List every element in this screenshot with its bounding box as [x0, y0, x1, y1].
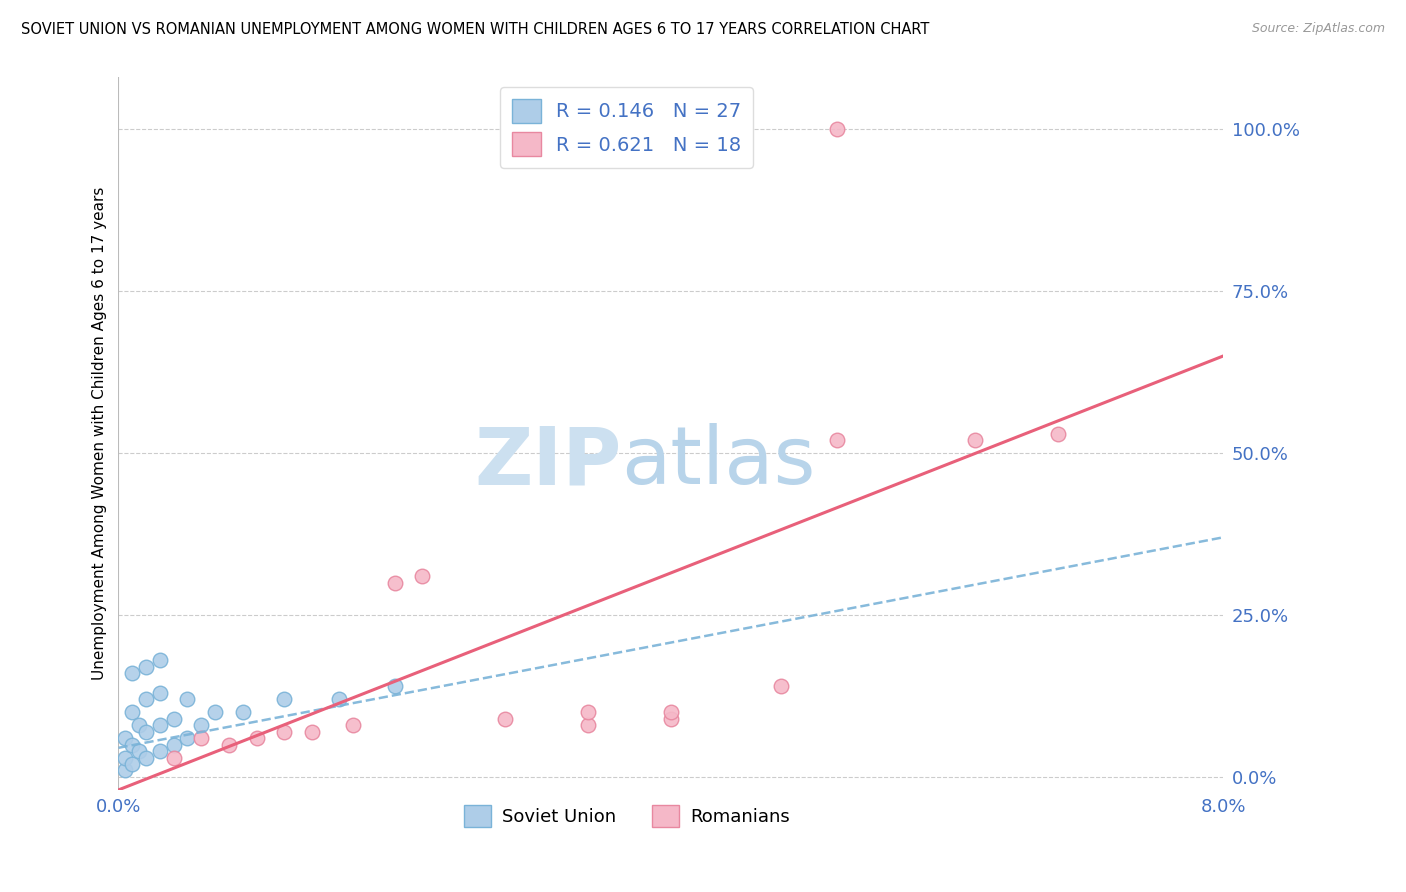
Text: atlas: atlas — [621, 423, 815, 501]
Legend: Soviet Union, Romanians: Soviet Union, Romanians — [457, 797, 797, 834]
Point — [149, 718, 172, 732]
Point — [135, 724, 157, 739]
Point — [411, 569, 433, 583]
Point — [135, 750, 157, 764]
Point — [659, 705, 682, 719]
Point — [149, 653, 172, 667]
Point — [576, 705, 599, 719]
Point — [770, 679, 793, 693]
Point — [163, 738, 186, 752]
Point — [135, 692, 157, 706]
Point — [176, 692, 198, 706]
Point — [342, 718, 364, 732]
Point — [128, 718, 150, 732]
Point — [384, 679, 406, 693]
Point — [163, 712, 186, 726]
Text: SOVIET UNION VS ROMANIAN UNEMPLOYMENT AMONG WOMEN WITH CHILDREN AGES 6 TO 17 YEA: SOVIET UNION VS ROMANIAN UNEMPLOYMENT AM… — [21, 22, 929, 37]
Text: Source: ZipAtlas.com: Source: ZipAtlas.com — [1251, 22, 1385, 36]
Point — [135, 660, 157, 674]
Point — [963, 433, 986, 447]
Point — [121, 705, 143, 719]
Point — [149, 686, 172, 700]
Point — [121, 666, 143, 681]
Point — [494, 712, 516, 726]
Point — [576, 718, 599, 732]
Point — [273, 692, 295, 706]
Point — [114, 750, 136, 764]
Y-axis label: Unemployment Among Women with Children Ages 6 to 17 years: Unemployment Among Women with Children A… — [93, 187, 107, 681]
Point — [301, 724, 323, 739]
Point — [218, 738, 240, 752]
Point — [204, 705, 226, 719]
Point — [190, 731, 212, 745]
Point — [114, 731, 136, 745]
Point — [176, 731, 198, 745]
Point — [232, 705, 254, 719]
Point — [1046, 426, 1069, 441]
Point — [121, 757, 143, 772]
Point — [825, 433, 848, 447]
Point — [114, 764, 136, 778]
Point — [121, 738, 143, 752]
Text: ZIP: ZIP — [474, 423, 621, 501]
Point — [328, 692, 350, 706]
Point — [149, 744, 172, 758]
Point — [273, 724, 295, 739]
Point — [163, 750, 186, 764]
Point — [384, 575, 406, 590]
Point — [128, 744, 150, 758]
Point — [659, 712, 682, 726]
Point — [190, 718, 212, 732]
Point — [245, 731, 267, 745]
Point — [825, 122, 848, 136]
